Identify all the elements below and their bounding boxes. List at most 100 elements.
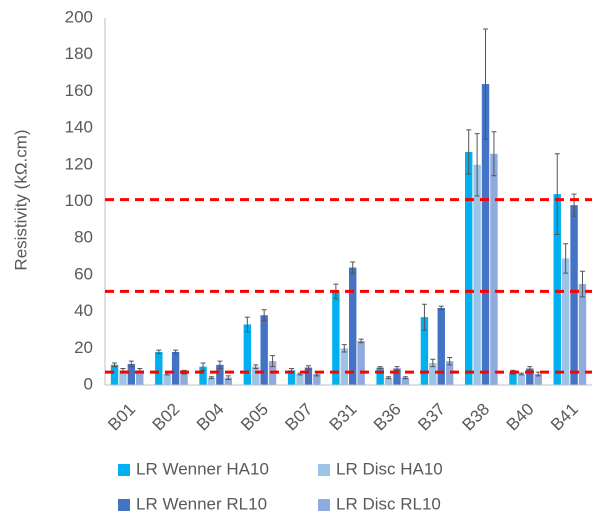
error-bar [377,366,383,369]
error-bar [579,270,585,298]
y-tick-label: 0 [84,374,93,393]
error-bar [112,362,118,368]
error-bar [341,344,347,353]
bar [340,348,348,385]
bar [445,361,454,385]
error-bar [563,243,569,274]
bar [553,194,561,385]
bar [332,291,340,385]
error-bar [438,305,444,311]
error-bar [430,358,436,368]
error-bar [474,133,480,197]
bar [224,377,233,385]
error-bar [156,349,162,355]
y-tick-label: 20 [74,338,93,357]
error-bar [200,362,206,371]
y-tick-label: 60 [74,264,93,283]
x-tick-label: B37 [414,400,449,435]
error-bar [535,371,541,377]
bar [207,377,216,385]
x-tick-label: B36 [370,400,405,435]
bar [127,363,136,385]
y-tick-label: 160 [65,81,93,100]
bar [464,151,473,385]
x-tick-label: B41 [547,400,582,435]
y-tick-label: 140 [65,118,93,137]
bar [561,258,570,385]
error-bar [261,309,267,322]
bar [171,351,180,385]
bar [243,324,252,385]
y-tick-label: 100 [65,191,93,210]
bar [349,267,357,385]
bar [490,153,498,385]
legend-label: LR Wenner RL10 [136,494,267,513]
error-bar [217,360,223,369]
bar [534,373,542,385]
bar [420,317,429,385]
error-bar [491,131,497,177]
bar [570,205,578,385]
x-tick-label: B04 [193,400,228,435]
bar [526,368,534,385]
legend-swatch [318,499,330,511]
bar [296,373,304,385]
x-tick-label: B38 [458,400,493,435]
bar [260,315,268,385]
legend-label: LR Wenner HA10 [136,459,269,478]
error-bar [350,261,356,274]
error-bar [173,349,179,355]
bar [357,340,365,385]
bar [136,370,144,385]
error-bar [466,129,472,175]
bar [509,372,517,385]
error-bar [527,366,533,371]
legend-swatch [118,499,130,511]
error-bar [394,366,400,371]
error-bar [518,372,524,376]
error-bar [208,376,214,380]
y-axis-label: Resistivity (kΩ.cm) [11,129,30,270]
bar [473,164,481,385]
bar [376,367,384,385]
bar [313,373,321,385]
error-bar [386,376,392,380]
bar [578,284,587,385]
error-bar [554,153,560,236]
bar [437,307,445,385]
bar [384,377,393,385]
bar [481,84,490,385]
bar [252,366,260,385]
legend-swatch [118,464,130,476]
bar [180,372,188,385]
y-tick-label: 120 [65,154,93,173]
error-bar [225,375,231,380]
legend-label: LR Disc HA10 [336,459,443,478]
error-bar [270,355,276,368]
error-bar [253,364,259,369]
error-bar [571,193,577,217]
bar [517,373,526,385]
error-bar [483,28,489,140]
bar [110,364,119,385]
bar [163,373,171,385]
x-tick-label: B31 [326,400,361,435]
bar [119,370,127,385]
bar [401,377,410,385]
y-tick-label: 200 [65,7,93,26]
x-tick-label: B05 [237,400,272,435]
error-bar [447,356,453,366]
x-tick-label: B02 [149,400,184,435]
y-tick-label: 40 [74,301,93,320]
legend-swatch [318,464,330,476]
bar [199,366,207,385]
y-tick-label: 180 [65,44,93,63]
x-tick-label: B40 [503,400,538,435]
bar [304,367,313,385]
bar [216,364,224,385]
bar [393,368,401,385]
error-bar [305,365,311,370]
error-bar [358,338,364,344]
x-tick-label: B07 [281,400,316,435]
error-bar [421,303,427,331]
